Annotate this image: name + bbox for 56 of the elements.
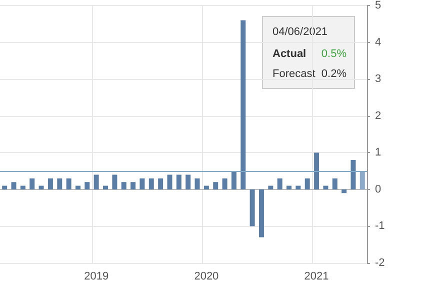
bar [323,186,328,190]
bar [213,182,218,190]
bar [258,189,264,238]
bar [75,186,80,190]
bar [360,171,365,190]
bar [148,178,154,190]
bar [2,186,8,190]
bar [342,189,347,194]
annotation: 0.2% [321,68,347,80]
bar [250,189,255,226]
bar [11,182,16,190]
y-tick-label: -2 [375,257,385,269]
bar [38,186,44,190]
bar [57,178,62,190]
bar [296,186,301,190]
bar [204,186,209,190]
x-tick-label: 2019 [84,270,109,282]
bar [332,178,338,190]
bar [167,174,172,190]
bar [176,174,182,190]
y-tick-label: 1 [375,146,382,159]
bar [30,178,35,190]
x-tick-label: 2020 [194,270,219,282]
bar [48,178,53,190]
bar [350,160,356,190]
y-tick-label: 4 [375,36,382,48]
bar [277,178,282,190]
bar [231,171,236,190]
y-tick-label: -1 [375,220,385,232]
bar [103,186,108,190]
bar [130,182,136,190]
annotation: 0.5% [321,48,347,60]
y-tick-label: 5 [375,0,382,12]
bar [140,178,145,190]
bar [268,186,274,190]
bar [240,20,246,190]
bar [286,186,292,190]
bar [121,182,126,190]
bar [84,182,90,190]
bar [314,152,320,190]
bar [94,174,99,190]
y-tick-label: 0 [375,183,382,196]
bar [66,178,72,190]
y-tick-label: 2 [375,110,382,122]
bar [304,178,310,190]
bar [186,174,191,190]
bar [158,178,164,190]
annotation: Actual [272,48,306,60]
annotation: Forecast [272,68,316,80]
bar [20,186,26,190]
bar [194,178,200,190]
bar [112,174,118,190]
annotation: 04/06/2021 [272,26,328,38]
x-tick-label: 2021 [304,270,329,282]
bar [222,178,228,190]
y-tick-label: 3 [375,73,382,86]
